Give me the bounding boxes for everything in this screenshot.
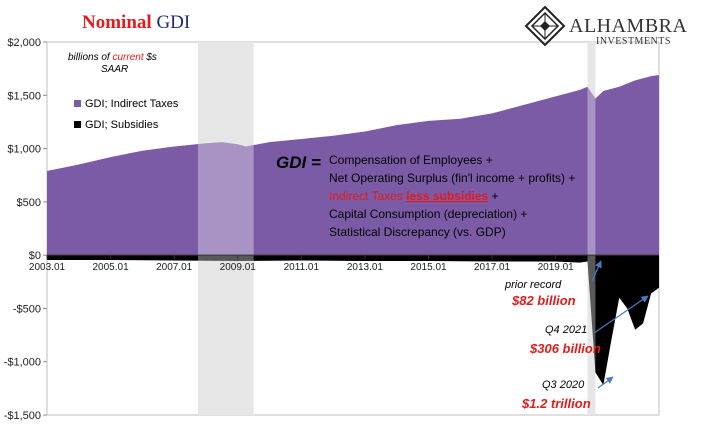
chart-title: Nominal GDI — [82, 12, 190, 33]
y-tick-label: $2,000 — [7, 37, 41, 49]
formula-line1: Compensation of Employees + — [329, 153, 493, 167]
annotation-prior-value: $82 billion — [511, 293, 576, 308]
logo-name: ALHAMBRA — [569, 15, 688, 37]
x-tick-label: 2013.01 — [347, 262, 384, 273]
recession-overlay-1 — [587, 42, 595, 415]
series-area-subsidies — [47, 255, 659, 385]
legend-label-indirect-taxes: GDI; Indirect Taxes — [85, 98, 179, 110]
annotation-prior-label: prior record — [504, 279, 562, 291]
units-post: $s — [144, 52, 157, 63]
units-note: billions of current $s — [68, 52, 157, 63]
annotation-q4-label: Q4 2021 — [545, 324, 587, 336]
formula-plus: + — [488, 189, 498, 203]
title-gdi: GDI — [152, 12, 191, 33]
annotation-q4-value: $306 billion — [529, 341, 601, 356]
y-tick-label: $1,000 — [7, 144, 41, 156]
formula-indirect-taxes: Indirect Taxes — [329, 189, 406, 203]
formula-line5: Statistical Discrepancy (vs. GDP) — [329, 225, 506, 239]
x-tick-label: 2019.01 — [538, 262, 575, 273]
y-tick-label: $500 — [17, 197, 41, 209]
legend-swatch-indirect-taxes — [74, 100, 81, 107]
alhambra-logo: ALHAMBRA INVESTMENTS — [526, 7, 688, 47]
formula-less-subsidies: less subsidies — [406, 189, 488, 203]
x-tick-label: 2015.01 — [410, 262, 447, 273]
y-tick-label: -$500 — [13, 303, 41, 315]
annotation-q3-value: $1.2 trillion — [521, 396, 591, 411]
y-tick-label: $1,500 — [7, 90, 41, 102]
annotation-q3-label: Q3 2020 — [542, 379, 585, 391]
y-tick-label: -$1,500 — [4, 410, 41, 422]
x-tick-label: 2011.01 — [284, 262, 320, 273]
units-saar: SAAR — [101, 64, 128, 75]
units-em: current — [112, 52, 144, 63]
y-tick-label: $0 — [29, 250, 41, 262]
formula-line3: Indirect Taxes less subsidies + — [329, 189, 499, 203]
y-tick-label: -$1,000 — [4, 357, 41, 369]
legend-swatch-subsidies — [74, 121, 81, 128]
title-nominal: Nominal — [82, 12, 152, 33]
units-pre: billions of — [68, 52, 112, 63]
formula-line2: Net Operating Surplus (fin'l income + pr… — [329, 171, 575, 185]
logo-sub: INVESTMENTS — [596, 36, 671, 47]
x-tick-label: 2017.01 — [474, 262, 511, 273]
x-tick-label: 2007.01 — [156, 262, 193, 273]
logo-diamond-icon — [526, 7, 564, 45]
formula-line4: Capital Consumption (depreciation) + — [329, 207, 527, 221]
x-tick-label: 2009.01 — [220, 262, 257, 273]
formula-lhs: GDI = — [276, 153, 321, 172]
x-tick-label: 2005.01 — [93, 262, 130, 273]
recession-overlay-0 — [198, 42, 254, 415]
legend-label-subsidies: GDI; Subsidies — [85, 119, 159, 131]
x-tick-label: 2003.01 — [29, 262, 66, 273]
y-axis: $2,000 $1,500 $1,000 $500 $0 -$500 -$1,000 -$1,… — [4, 37, 47, 422]
